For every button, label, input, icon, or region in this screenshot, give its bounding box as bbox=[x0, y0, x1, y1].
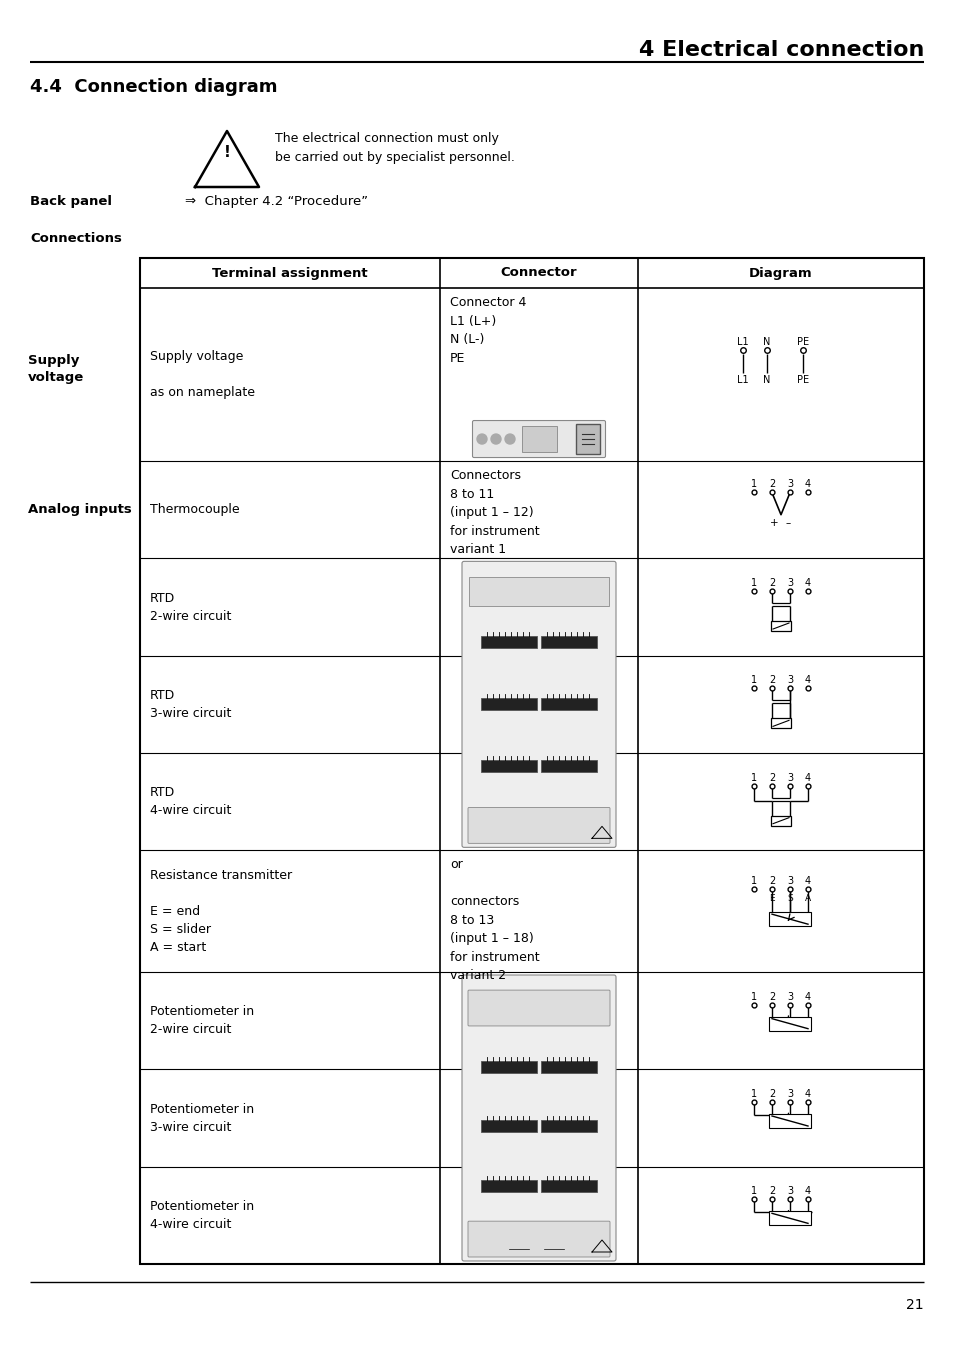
Text: !: ! bbox=[223, 144, 231, 161]
Text: 3: 3 bbox=[786, 1187, 792, 1196]
Circle shape bbox=[491, 435, 500, 444]
Text: Connectors
8 to 11
(input 1 – 12)
for instrument
variant 1: Connectors 8 to 11 (input 1 – 12) for in… bbox=[450, 468, 539, 556]
Text: +: + bbox=[769, 517, 778, 528]
Text: RTD
2-wire circuit: RTD 2-wire circuit bbox=[150, 591, 232, 622]
Text: 1: 1 bbox=[750, 578, 757, 589]
Text: or

connectors
8 to 13
(input 1 – 18)
for instrument
variant 2: or connectors 8 to 13 (input 1 – 18) for… bbox=[450, 859, 539, 983]
Text: 2: 2 bbox=[768, 578, 774, 589]
Text: 2: 2 bbox=[768, 1187, 774, 1196]
Bar bbox=[469, 578, 608, 606]
Circle shape bbox=[504, 435, 515, 444]
Bar bbox=[540, 636, 597, 648]
Text: 4: 4 bbox=[804, 772, 810, 783]
Text: 1: 1 bbox=[750, 675, 757, 686]
Text: 2: 2 bbox=[768, 479, 774, 489]
Text: 3: 3 bbox=[786, 876, 792, 886]
Text: 1: 1 bbox=[750, 479, 757, 489]
Bar bbox=[576, 424, 599, 454]
Bar bbox=[480, 636, 537, 648]
FancyBboxPatch shape bbox=[472, 421, 605, 458]
Text: L1: L1 bbox=[737, 336, 748, 347]
Bar bbox=[770, 815, 790, 826]
Text: 4: 4 bbox=[804, 876, 810, 886]
Text: 3: 3 bbox=[786, 1089, 792, 1099]
FancyBboxPatch shape bbox=[468, 1222, 609, 1257]
Text: L1: L1 bbox=[737, 374, 748, 385]
Bar bbox=[540, 698, 597, 710]
Bar bbox=[480, 698, 537, 710]
Text: Diagram: Diagram bbox=[748, 266, 812, 279]
Text: 4: 4 bbox=[804, 479, 810, 489]
Bar bbox=[540, 1120, 597, 1133]
Text: Supply
voltage: Supply voltage bbox=[28, 354, 84, 383]
Text: Potentiometer in
3-wire circuit: Potentiometer in 3-wire circuit bbox=[150, 1103, 253, 1134]
FancyBboxPatch shape bbox=[461, 562, 616, 848]
Bar bbox=[521, 427, 557, 452]
Text: Thermocouple: Thermocouple bbox=[150, 504, 239, 516]
Polygon shape bbox=[194, 131, 258, 188]
Bar bbox=[480, 1180, 537, 1192]
Bar bbox=[768, 913, 810, 926]
Text: Resistance transmitter

E = end
S = slider
A = start: Resistance transmitter E = end S = slide… bbox=[150, 868, 292, 953]
Text: –: – bbox=[784, 517, 790, 528]
Text: A: A bbox=[804, 894, 810, 903]
Text: 2: 2 bbox=[768, 876, 774, 886]
Text: N: N bbox=[762, 374, 770, 385]
Text: 4.4  Connection diagram: 4.4 Connection diagram bbox=[30, 78, 277, 96]
Text: S: S bbox=[786, 894, 792, 903]
Bar bbox=[480, 1120, 537, 1133]
Text: 4 Electrical connection: 4 Electrical connection bbox=[638, 40, 923, 59]
Text: ⇒  Chapter 4.2 “Procedure”: ⇒ Chapter 4.2 “Procedure” bbox=[185, 194, 368, 208]
Bar bbox=[770, 621, 790, 630]
Text: PE: PE bbox=[796, 336, 808, 347]
Text: 2: 2 bbox=[768, 675, 774, 686]
Bar bbox=[770, 718, 790, 729]
Text: 1: 1 bbox=[750, 1187, 757, 1196]
Text: 4: 4 bbox=[804, 578, 810, 589]
Text: 1: 1 bbox=[750, 772, 757, 783]
Bar bbox=[768, 1017, 810, 1030]
Text: Connector: Connector bbox=[500, 266, 577, 279]
Bar bbox=[140, 258, 923, 1264]
Text: 1: 1 bbox=[750, 876, 757, 886]
Text: 2: 2 bbox=[768, 772, 774, 783]
FancyBboxPatch shape bbox=[468, 990, 609, 1026]
Text: The electrical connection must only
be carried out by specialist personnel.: The electrical connection must only be c… bbox=[274, 132, 515, 163]
Bar bbox=[540, 760, 597, 772]
Text: 4: 4 bbox=[804, 1089, 810, 1099]
Text: 3: 3 bbox=[786, 479, 792, 489]
Text: 2: 2 bbox=[768, 1089, 774, 1099]
Bar bbox=[480, 760, 537, 772]
Text: 21: 21 bbox=[905, 1297, 923, 1312]
Text: 3: 3 bbox=[786, 578, 792, 589]
Text: 1: 1 bbox=[750, 1089, 757, 1099]
Bar bbox=[768, 1211, 810, 1226]
Text: Potentiometer in
2-wire circuit: Potentiometer in 2-wire circuit bbox=[150, 1006, 253, 1037]
Text: Connections: Connections bbox=[30, 232, 122, 244]
Bar bbox=[540, 1061, 597, 1073]
FancyBboxPatch shape bbox=[468, 807, 609, 844]
FancyBboxPatch shape bbox=[461, 975, 616, 1261]
Text: 4: 4 bbox=[804, 1187, 810, 1196]
Text: 3: 3 bbox=[786, 675, 792, 686]
Text: E: E bbox=[768, 894, 774, 903]
Text: Terminal assignment: Terminal assignment bbox=[212, 266, 368, 279]
Text: Analog inputs: Analog inputs bbox=[28, 504, 132, 516]
Text: 4: 4 bbox=[804, 675, 810, 686]
Text: RTD
4-wire circuit: RTD 4-wire circuit bbox=[150, 786, 232, 817]
Text: RTD
3-wire circuit: RTD 3-wire circuit bbox=[150, 688, 232, 720]
Bar bbox=[540, 1180, 597, 1192]
Text: 4: 4 bbox=[804, 992, 810, 1002]
Text: Supply voltage

as on nameplate: Supply voltage as on nameplate bbox=[150, 350, 254, 400]
Bar bbox=[480, 1061, 537, 1073]
Text: Connector 4
L1 (L+)
N (L-)
PE: Connector 4 L1 (L+) N (L-) PE bbox=[450, 296, 526, 364]
Text: Back panel: Back panel bbox=[30, 194, 112, 208]
Text: Potentiometer in
4-wire circuit: Potentiometer in 4-wire circuit bbox=[150, 1200, 253, 1231]
Text: PE: PE bbox=[796, 374, 808, 385]
Bar bbox=[768, 1114, 810, 1129]
Text: 3: 3 bbox=[786, 992, 792, 1002]
Text: 3: 3 bbox=[786, 772, 792, 783]
Circle shape bbox=[476, 435, 486, 444]
Text: N: N bbox=[762, 336, 770, 347]
Text: 1: 1 bbox=[750, 992, 757, 1002]
